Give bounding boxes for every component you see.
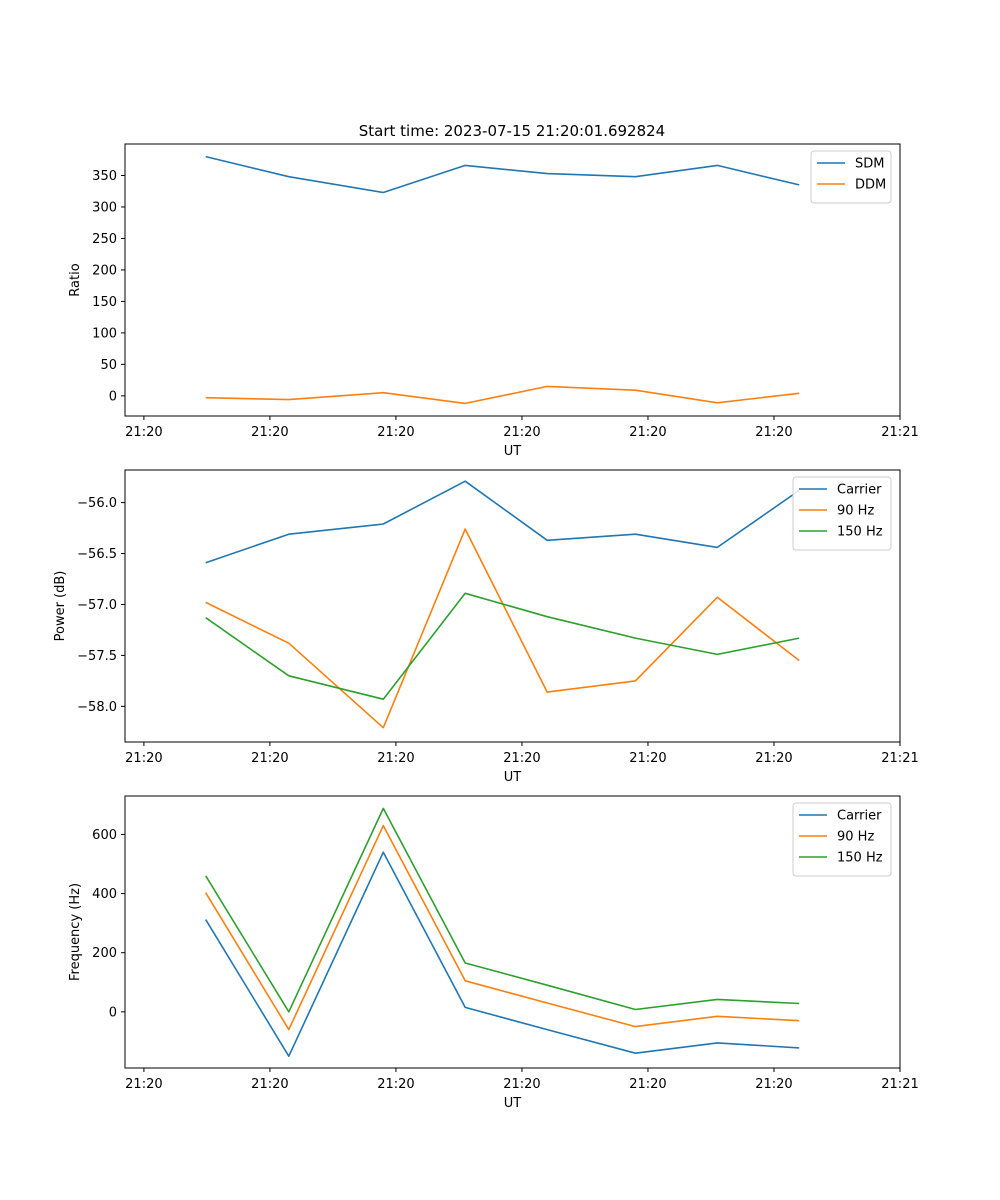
axes-frame <box>124 795 901 1069</box>
legend-label: Carrier <box>837 483 882 498</box>
series-line-150-hz <box>205 592 800 701</box>
series-line-ddm <box>205 385 800 405</box>
x-tick-label: 21:20 <box>503 1077 540 1092</box>
y-tick-label: −57.0 <box>77 598 117 613</box>
legend: SDM DDM <box>810 150 892 204</box>
legend-box <box>810 150 892 204</box>
y-tick-label: 50 <box>100 358 117 373</box>
series-group <box>205 807 800 1057</box>
x-tick-label: 21:20 <box>377 425 414 440</box>
y-tick-label: −57.5 <box>77 649 117 664</box>
series-line-90-hz <box>205 528 800 729</box>
x-tick-label: 21:20 <box>377 1077 414 1092</box>
legend-label: DDM <box>855 178 886 193</box>
x-tick-label: 21:20 <box>251 1077 288 1092</box>
x-axis-label: UT <box>504 444 522 459</box>
series-line-sdm <box>205 155 800 194</box>
series-group <box>205 480 800 729</box>
legend: Carrier 90 Hz 150 Hz <box>792 476 892 551</box>
legend-label: 150 Hz <box>837 851 883 866</box>
x-tick-label: 21:20 <box>503 425 540 440</box>
x-tick-label: 21:20 <box>125 425 162 440</box>
x-tick-label: 21:21 <box>881 425 918 440</box>
legend-label: 90 Hz <box>837 830 874 845</box>
y-tick-label: 150 <box>92 295 117 310</box>
legend-label: SDM <box>855 157 884 172</box>
y-tick-label: −58.0 <box>77 700 117 715</box>
series-line-carrier <box>205 851 800 1057</box>
subplot-power: 21:20 21:20 21:20 21:20 21:20 21:20 21:21 −58.0… <box>53 469 919 785</box>
x-tick-label: 21:20 <box>755 425 792 440</box>
y-tick-label: 300 <box>92 200 117 215</box>
x-tick-label: 21:20 <box>251 751 288 766</box>
y-tick-label: 100 <box>92 326 117 341</box>
y-tick-label: 0 <box>109 389 117 404</box>
legend-label: Carrier <box>837 809 882 824</box>
y-axis-label: Power (dB) <box>53 571 68 642</box>
x-tick-label: 21:20 <box>755 751 792 766</box>
y-tick-label: 400 <box>92 887 117 902</box>
legend-label: 90 Hz <box>837 504 874 519</box>
x-tick-label: 21:20 <box>755 1077 792 1092</box>
x-tick-label: 21:20 <box>503 751 540 766</box>
y-tick-label: 0 <box>109 1005 117 1020</box>
series-line-carrier <box>205 480 800 564</box>
x-tick-label: 21:20 <box>125 1077 162 1092</box>
y-tick-label: −56.5 <box>77 547 117 562</box>
x-tick-label: 21:20 <box>629 1077 666 1092</box>
axes-frame <box>124 469 901 743</box>
y-tick-label: 200 <box>92 263 117 278</box>
legend: Carrier 90 Hz 150 Hz <box>792 802 892 877</box>
legend-label: 150 Hz <box>837 525 883 540</box>
y-tick-label: 350 <box>92 169 117 184</box>
y-tick-label: 600 <box>92 828 117 843</box>
axes-frame <box>124 143 901 417</box>
subplot-frequency: 21:20 21:20 21:20 21:20 21:20 21:20 21:21 0 200 4… <box>68 795 919 1111</box>
x-tick-label: 21:20 <box>629 425 666 440</box>
x-axis-label: UT <box>504 770 522 785</box>
y-tick-label: 250 <box>92 232 117 247</box>
x-tick-label: 21:20 <box>125 751 162 766</box>
series-line-150-hz <box>205 807 800 1013</box>
x-tick-label: 21:21 <box>881 1077 918 1092</box>
x-tick-label: 21:20 <box>377 751 414 766</box>
x-tick-label: 21:20 <box>629 751 666 766</box>
x-tick-label: 21:20 <box>251 425 288 440</box>
figure-title: Start time: 2023-07-15 21:20:01.692824 <box>359 122 665 140</box>
y-tick-label: −56.0 <box>77 496 117 511</box>
y-axis-label: Ratio <box>68 263 83 296</box>
x-tick-label: 21:21 <box>881 751 918 766</box>
x-axis-label: UT <box>504 1096 522 1111</box>
subplot-ratio: 21:20 21:20 21:20 21:20 21:20 21:20 21:21 0 50 10… <box>68 143 919 459</box>
y-axis-label: Frequency (Hz) <box>68 883 83 981</box>
y-tick-label: 200 <box>92 946 117 961</box>
series-group <box>205 155 800 405</box>
series-line-90-hz <box>205 824 800 1031</box>
